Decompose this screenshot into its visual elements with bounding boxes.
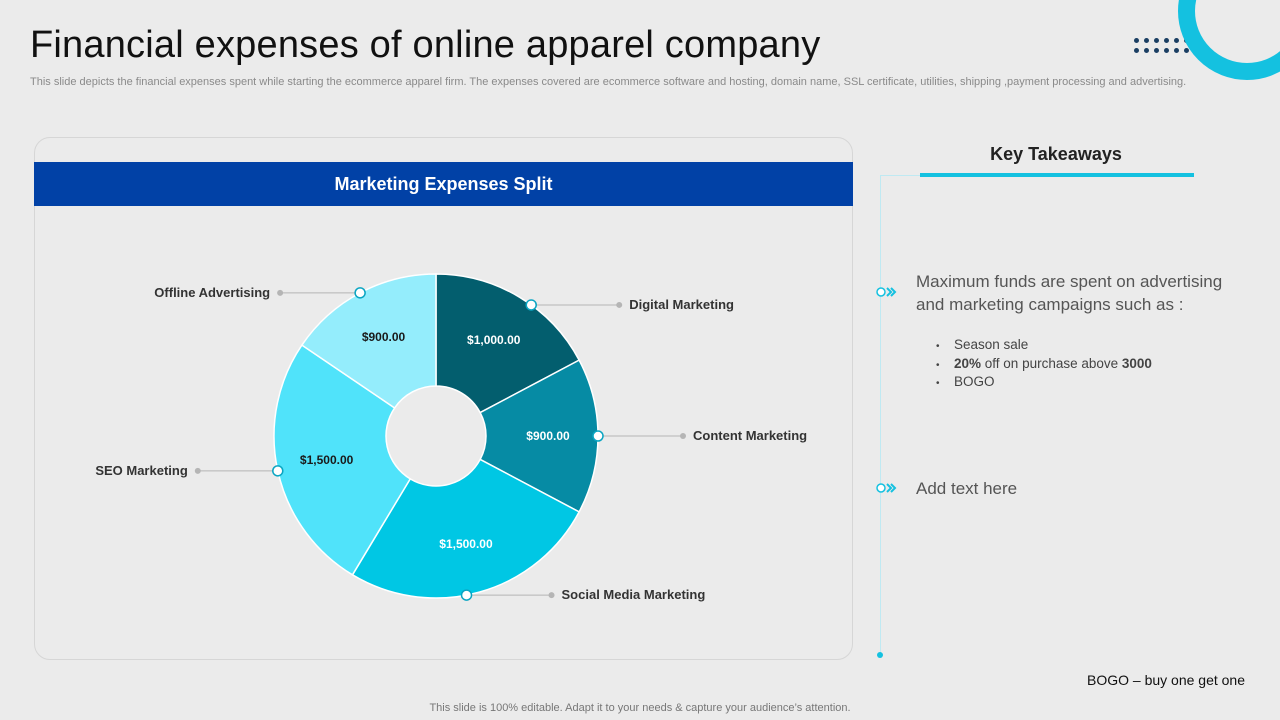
bullet-bold-text: 3000	[1121, 355, 1152, 371]
leader-end-dot	[680, 433, 686, 439]
leader-anchor-dot	[592, 430, 604, 442]
chart-heading: Marketing Expenses Split	[34, 162, 853, 206]
pie-slice	[273, 344, 412, 576]
category-label: Social Media Marketing	[562, 587, 706, 602]
timeline-line	[880, 175, 881, 655]
takeaways-heading: Key Takeaways	[990, 144, 1122, 164]
leader-end-dot	[277, 289, 284, 296]
slice-value-label: $1,500.00	[439, 537, 493, 551]
slide-subtitle: This slide depicts the financial expense…	[30, 76, 1187, 88]
pie-slice	[300, 273, 437, 409]
bullet-text: off on purchase above	[981, 355, 1122, 371]
chevron-marker-icon	[876, 287, 897, 297]
footnote: BOGO – buy one get one	[1087, 672, 1245, 688]
slice-value-label: $1,500.00	[300, 453, 354, 467]
slice-value-label: $1,000.00	[467, 333, 521, 347]
category-label: Digital Marketing	[629, 297, 734, 312]
leader-anchor-dot	[272, 465, 284, 477]
slide-title: Financial expenses of online apparel com…	[30, 24, 821, 66]
leader-end-dot	[616, 301, 623, 308]
timeline-end-dot	[877, 652, 883, 658]
slice-value-label: $900.00	[362, 330, 406, 344]
pie-slice	[435, 273, 581, 414]
category-label: Offline Advertising	[154, 285, 270, 300]
leader-end-dot	[194, 467, 201, 474]
leader-anchor-dot	[354, 287, 366, 299]
pie-chart: $1,000.00 Digital Marketing $900.00 Content…	[95, 273, 807, 602]
takeaway-point-2: Add text here	[916, 479, 1018, 498]
takeaway-bullet: Season sale	[936, 337, 1152, 356]
pie-slice	[351, 458, 581, 599]
leader-anchor-dot	[460, 589, 473, 601]
takeaway-bullet: 20% off on purchase above 3000	[936, 356, 1152, 375]
category-label: SEO Marketing	[95, 463, 188, 478]
category-label: Content Marketing	[693, 428, 807, 443]
slice-value-label: $900.00	[526, 429, 570, 443]
bullet-bold-text: 20%	[954, 355, 982, 371]
takeaway-point-1: Maximum funds are spent on advertising a…	[916, 272, 1223, 314]
bullet-text: Season sale	[954, 337, 1029, 352]
chevron-marker-icon	[876, 483, 897, 493]
timeline-connector	[880, 175, 920, 176]
takeaway-bullets: Season sale 20% off on purchase above 300…	[936, 337, 1152, 393]
footer-note: This slide is 100% editable. Adapt it to…	[429, 702, 851, 714]
takeaway-bullet: BOGO	[936, 374, 1152, 393]
leader-end-dot	[548, 592, 555, 599]
leader-anchor-dot	[525, 299, 537, 311]
decorative-ring-icon	[1178, 0, 1280, 80]
pie-slice	[479, 359, 599, 513]
takeaways-underline	[920, 173, 1194, 177]
bullet-text: BOGO	[954, 374, 995, 389]
